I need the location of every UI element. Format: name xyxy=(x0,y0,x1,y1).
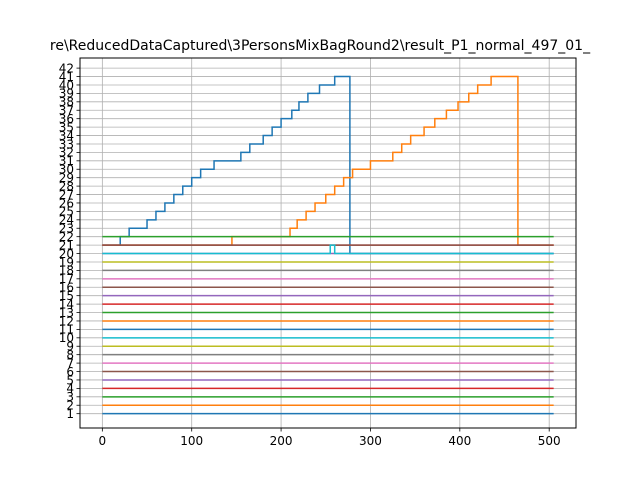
x-tick-label: 0 xyxy=(99,434,107,448)
x-tick-label: 200 xyxy=(270,434,293,448)
y-tick-label: 17 xyxy=(59,272,74,286)
y-tick-label: 13 xyxy=(59,306,74,320)
y-tick-label: 24 xyxy=(59,213,74,227)
y-tick-label: 8 xyxy=(66,348,74,362)
y-tick-label: 23 xyxy=(59,222,74,236)
y-tick-label: 15 xyxy=(59,289,74,303)
y-tick-label: 22 xyxy=(59,230,74,244)
y-tick-label: 33 xyxy=(59,137,74,151)
y-tick-label: 40 xyxy=(59,78,74,92)
y-tick-label: 12 xyxy=(59,314,74,328)
x-tick-label: 400 xyxy=(448,434,471,448)
y-tick-label: 7 xyxy=(66,356,74,370)
y-tick-label: 39 xyxy=(59,87,74,101)
y-tick-label: 42 xyxy=(59,61,74,75)
series-line-7 xyxy=(102,244,554,255)
x-tick-label: 100 xyxy=(180,434,203,448)
y-tick-label: 10 xyxy=(59,331,74,345)
y-tick-label: 27 xyxy=(59,188,74,202)
y-tick-label: 21 xyxy=(59,238,74,252)
y-tick-label: 29 xyxy=(59,171,74,185)
x-axis: 0 100 200 300 400 500 xyxy=(99,428,561,448)
series-line-1 xyxy=(102,75,554,255)
y-tick-label: 9 xyxy=(66,340,74,354)
series-group xyxy=(102,75,554,415)
y-tick-label: 32 xyxy=(59,146,74,160)
y-tick-label: 25 xyxy=(59,205,74,219)
x-tick-label: 300 xyxy=(359,434,382,448)
y-tick-label: 3 xyxy=(66,390,74,404)
y-tick-label: 35 xyxy=(59,120,74,134)
y-tick-label: 4 xyxy=(66,382,74,396)
y-tick-label: 31 xyxy=(59,154,74,168)
y-tick-label: 34 xyxy=(59,129,74,143)
y-tick-label: 26 xyxy=(59,196,74,210)
chart-title: re\ReducedDataCaptured\3PersonsMixBagRou… xyxy=(50,38,591,54)
y-tick-label: 16 xyxy=(59,281,74,295)
y-tick-label: 37 xyxy=(59,104,74,118)
y-tick-label: 19 xyxy=(59,255,74,269)
y-tick-label: 6 xyxy=(66,365,74,379)
plot-frame xyxy=(79,57,577,429)
y-tick-label: 18 xyxy=(59,264,74,278)
y-axis: 1234567891011121314151617181920212223242… xyxy=(59,61,80,421)
y-tick-label: 1 xyxy=(66,407,74,421)
y-tick-label: 28 xyxy=(59,179,74,193)
y-tick-label: 30 xyxy=(59,163,74,177)
series-line-2 xyxy=(102,75,554,246)
y-tick-label: 11 xyxy=(59,323,74,337)
y-tick-label: 5 xyxy=(66,373,74,387)
y-tick-label: 41 xyxy=(59,70,74,84)
y-tick-label: 38 xyxy=(59,95,74,109)
y-tick-label: 36 xyxy=(59,112,74,126)
y-tick-label: 14 xyxy=(59,297,74,311)
y-tick-label: 2 xyxy=(66,399,74,413)
x-tick-label: 500 xyxy=(538,434,561,448)
y-tick-label: 20 xyxy=(59,247,74,261)
